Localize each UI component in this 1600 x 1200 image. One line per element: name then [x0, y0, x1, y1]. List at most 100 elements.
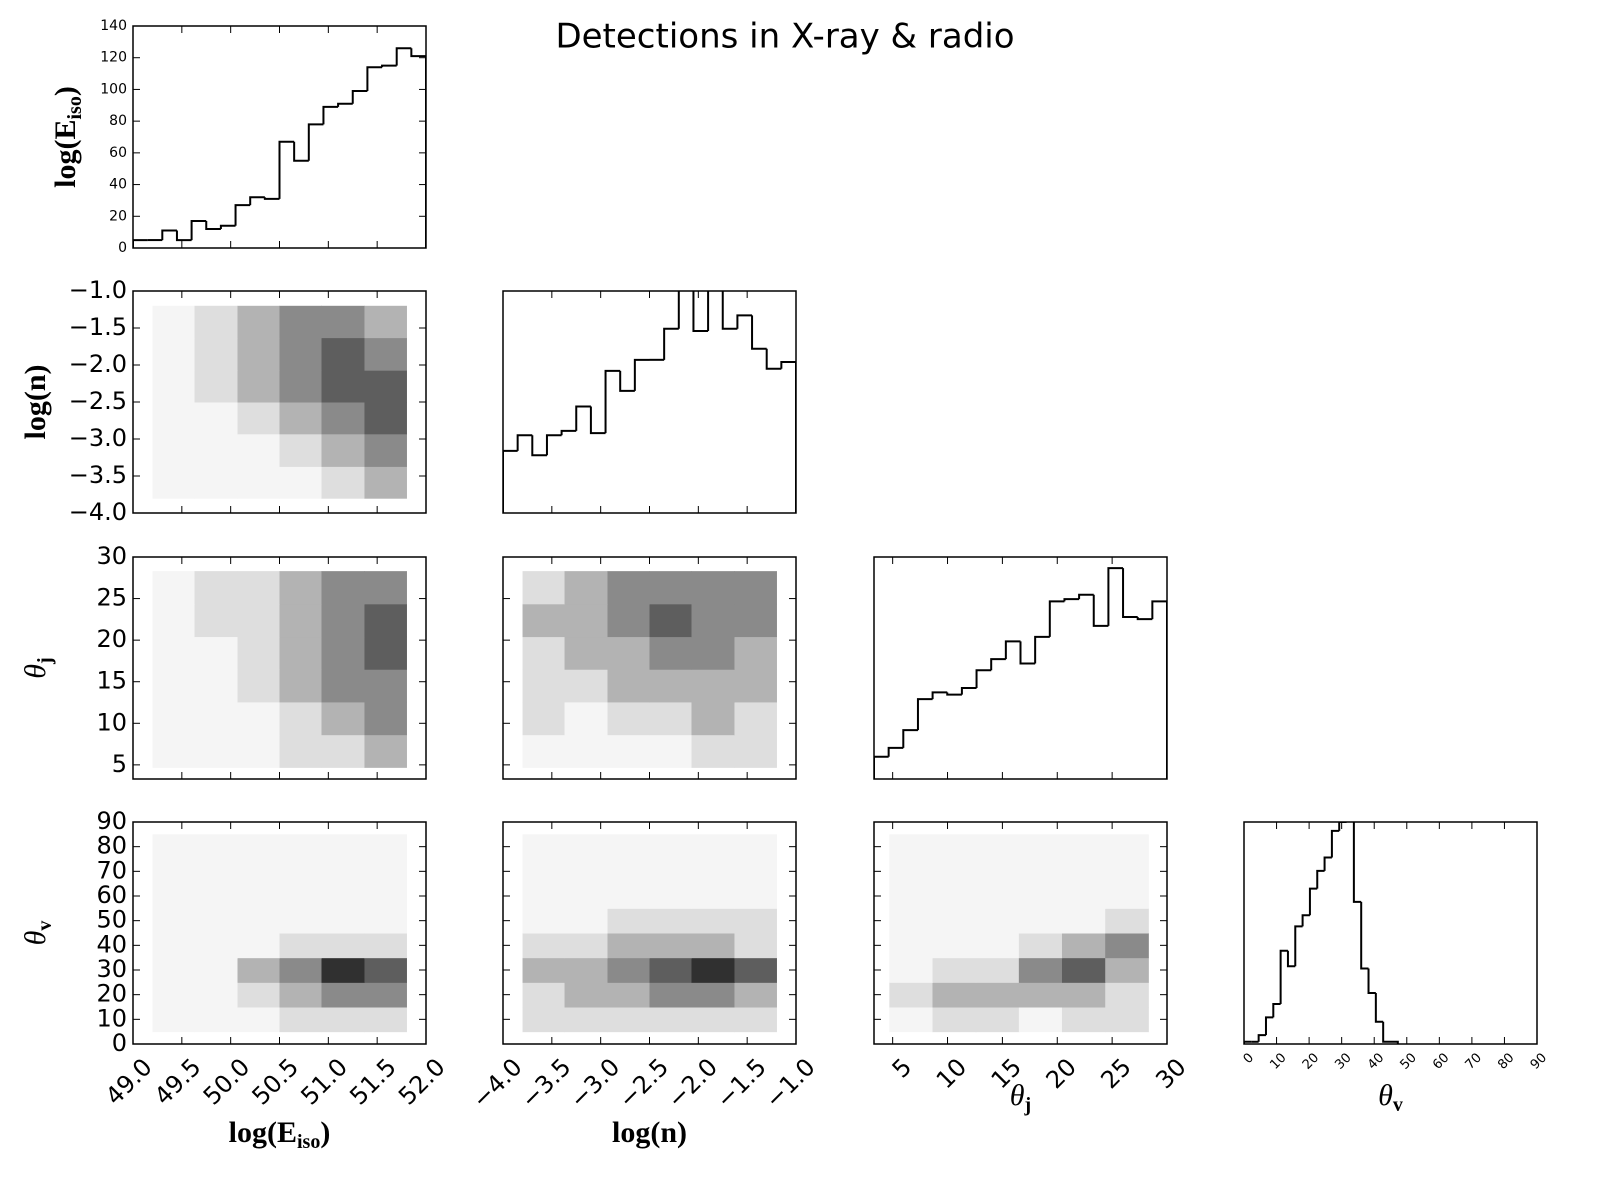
y-tick-label: −2.5: [69, 387, 127, 415]
contour-cell: [691, 603, 735, 638]
histogram-step: [1264, 1016, 1274, 1036]
contour-cell: [194, 834, 239, 860]
contour-cell: [975, 859, 1020, 885]
contour-cell: [194, 433, 239, 467]
contour-cell: [564, 883, 609, 909]
contour-cell: [321, 859, 365, 885]
contour-cell: [691, 734, 735, 768]
histogram-step: [1330, 829, 1340, 858]
contour-cell: [194, 883, 239, 909]
contour-cell: [734, 982, 777, 1008]
y-axis-label: θj: [19, 657, 56, 678]
contour-cell: [649, 669, 692, 703]
contour-cell: [364, 669, 407, 703]
contour-cell: [975, 908, 1020, 934]
y-tick-label: 120: [100, 50, 127, 66]
plot-frame: [873, 821, 1168, 1045]
contour-cell: [649, 734, 692, 768]
contour-cell: [321, 433, 365, 467]
contour-cell: [975, 933, 1020, 959]
y-tick-label: 100: [100, 81, 127, 97]
contour-cell: [1061, 933, 1106, 959]
plot-body: [133, 47, 426, 248]
contour-cell: [1105, 908, 1149, 934]
histogram-step: [751, 315, 767, 350]
histogram-step: [1107, 567, 1124, 626]
contour-cell: [237, 305, 280, 339]
label-main: log(n): [612, 1116, 687, 1149]
contour-cell: [152, 834, 196, 860]
contour-cell: [1018, 933, 1063, 959]
y-tick-label: 30: [96, 955, 127, 983]
contour-cell: [691, 933, 735, 959]
contour-cell: [691, 1007, 735, 1033]
histogram-step: [337, 102, 353, 107]
histogram-step: [234, 204, 251, 226]
y-tick-label: 15: [96, 667, 127, 695]
y-tick-label: 90: [96, 807, 127, 835]
contour-cell: [321, 370, 365, 403]
contour-cell: [1018, 834, 1063, 860]
histogram-step: [1360, 901, 1369, 970]
y-tick-label: 60: [109, 145, 127, 161]
contour-cell: [364, 466, 407, 499]
contour-cell: [522, 908, 566, 934]
histogram-step: [307, 123, 324, 161]
contour-cell: [279, 933, 322, 959]
contour-cell: [152, 571, 196, 605]
contour-cell: [279, 1007, 322, 1033]
histogram-step: [531, 435, 547, 457]
contour-cell: [564, 957, 609, 983]
contour-cell: [364, 636, 407, 670]
contour-cell: [152, 305, 196, 339]
histogram-step: [175, 230, 192, 242]
contour-cell: [364, 305, 407, 339]
contour-cell: [279, 859, 322, 885]
contour-cell: [649, 1007, 692, 1033]
contour-cell: [279, 883, 322, 909]
contour-cell: [321, 402, 365, 435]
contour-cell: [364, 433, 407, 467]
contour-cell: [237, 883, 280, 909]
contour-cell: [237, 957, 280, 983]
contour-cell: [364, 370, 407, 403]
contour-cell: [364, 402, 407, 435]
histogram-step: [1004, 640, 1021, 660]
contour-cell: [691, 701, 735, 736]
contour-cell: [237, 859, 280, 885]
plot-area: [133, 26, 426, 248]
contour-cell: [364, 337, 407, 371]
histogram-step: [765, 348, 782, 370]
contour-cell: [649, 908, 692, 934]
histogram-step: [633, 358, 650, 391]
contour-cell: [607, 636, 650, 670]
histogram-step: [1019, 641, 1036, 665]
label-main: log(E: [49, 120, 82, 188]
contour-cell: [691, 957, 735, 983]
contour-cell: [279, 571, 322, 605]
contour-cell: [321, 603, 365, 638]
contour-cell: [152, 636, 196, 670]
histogram-step: [1048, 600, 1065, 637]
label-subscript: iso: [64, 96, 86, 119]
contour-cell: [152, 402, 196, 435]
contour-cell: [691, 859, 735, 885]
contour-cell: [975, 1007, 1020, 1033]
contour-cell: [649, 571, 692, 605]
contour-cell: [194, 859, 239, 885]
contour-cell: [237, 933, 280, 959]
contour-cell: [321, 669, 365, 703]
contour-cell: [1105, 933, 1149, 959]
panel: [873, 556, 1168, 780]
y-axis-label: log(n): [19, 365, 52, 440]
y-tick-label: −3.5: [69, 461, 127, 489]
contour-cell: [1061, 834, 1106, 860]
histogram-step: [1136, 616, 1153, 621]
contour-cell: [152, 1007, 196, 1033]
contour-cell: [321, 636, 365, 670]
label-subscript: v: [34, 921, 56, 931]
y-axis-label: log(Eiso): [49, 86, 86, 188]
contour-cell: [152, 669, 196, 703]
contour-cell: [321, 982, 365, 1008]
